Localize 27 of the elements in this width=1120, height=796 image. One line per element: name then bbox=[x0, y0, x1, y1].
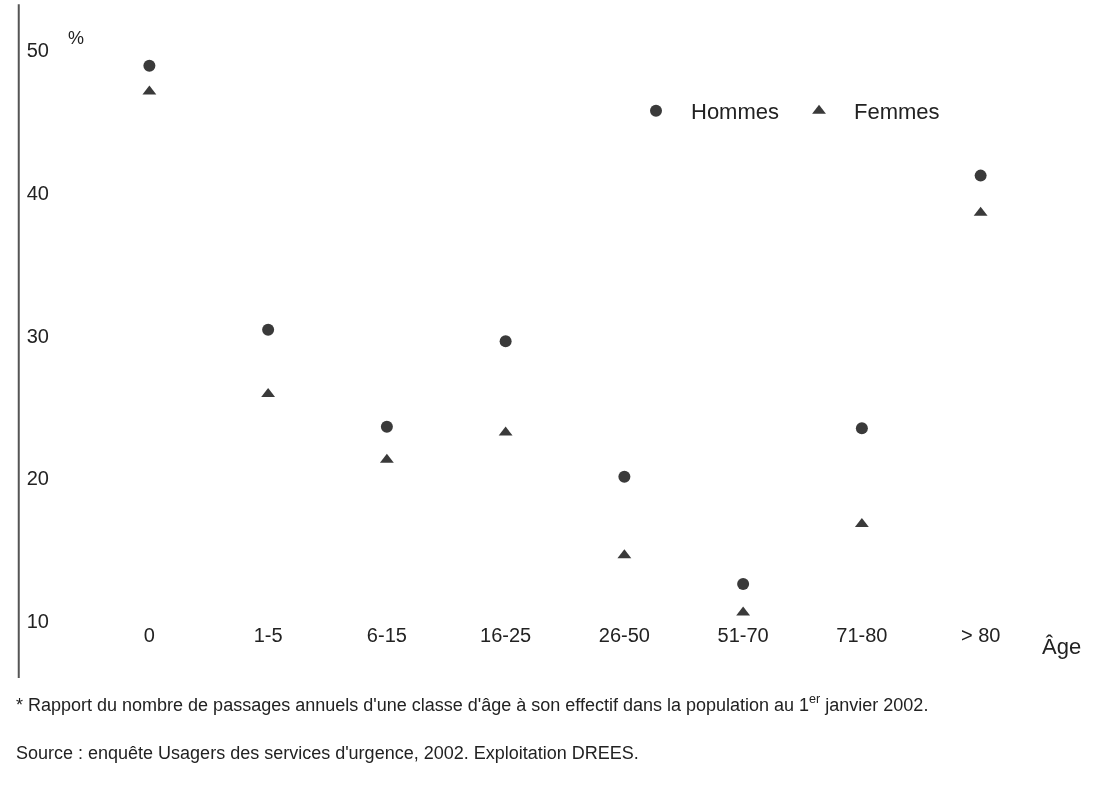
source-note: Source : enquête Usagers des services d'urgence, 2002. Exploitation DREES. bbox=[16, 743, 639, 763]
point bbox=[499, 335, 512, 348]
y-axis-title: % bbox=[68, 28, 85, 48]
point bbox=[737, 577, 750, 590]
x-tick-label: 16-25 bbox=[480, 624, 532, 646]
x-tick-label: 26-50 bbox=[598, 624, 650, 646]
x-tick-label: 6-15 bbox=[366, 624, 407, 646]
x-tick-label: > 80 bbox=[960, 624, 1001, 646]
y-tick-label: 30 bbox=[26, 324, 49, 347]
legend-label: Femmes bbox=[854, 99, 940, 125]
point bbox=[143, 59, 156, 72]
y-tick-label: 10 bbox=[26, 610, 49, 632]
y-tick-label: 40 bbox=[26, 181, 49, 204]
point bbox=[618, 470, 631, 483]
point bbox=[855, 422, 868, 435]
point bbox=[974, 169, 987, 182]
point bbox=[262, 323, 275, 336]
x-tick-label: 1-5 bbox=[253, 624, 283, 646]
x-tick-label: 0 bbox=[143, 624, 155, 646]
y-tick-label: 50 bbox=[26, 39, 49, 61]
x-axis-title: Âge bbox=[1042, 634, 1082, 659]
legend-label: Hommes bbox=[691, 99, 780, 125]
x-tick-label: 51-70 bbox=[717, 624, 769, 646]
text: * Rapport du nombre de passages annuels d'une classe d'âge à son effectif dans la population au 1$^{er}$ janvier 2002. bbox=[16, 692, 929, 715]
y-tick-label: 20 bbox=[26, 467, 49, 490]
point bbox=[380, 420, 393, 433]
x-tick-label: 71-80 bbox=[836, 624, 888, 646]
